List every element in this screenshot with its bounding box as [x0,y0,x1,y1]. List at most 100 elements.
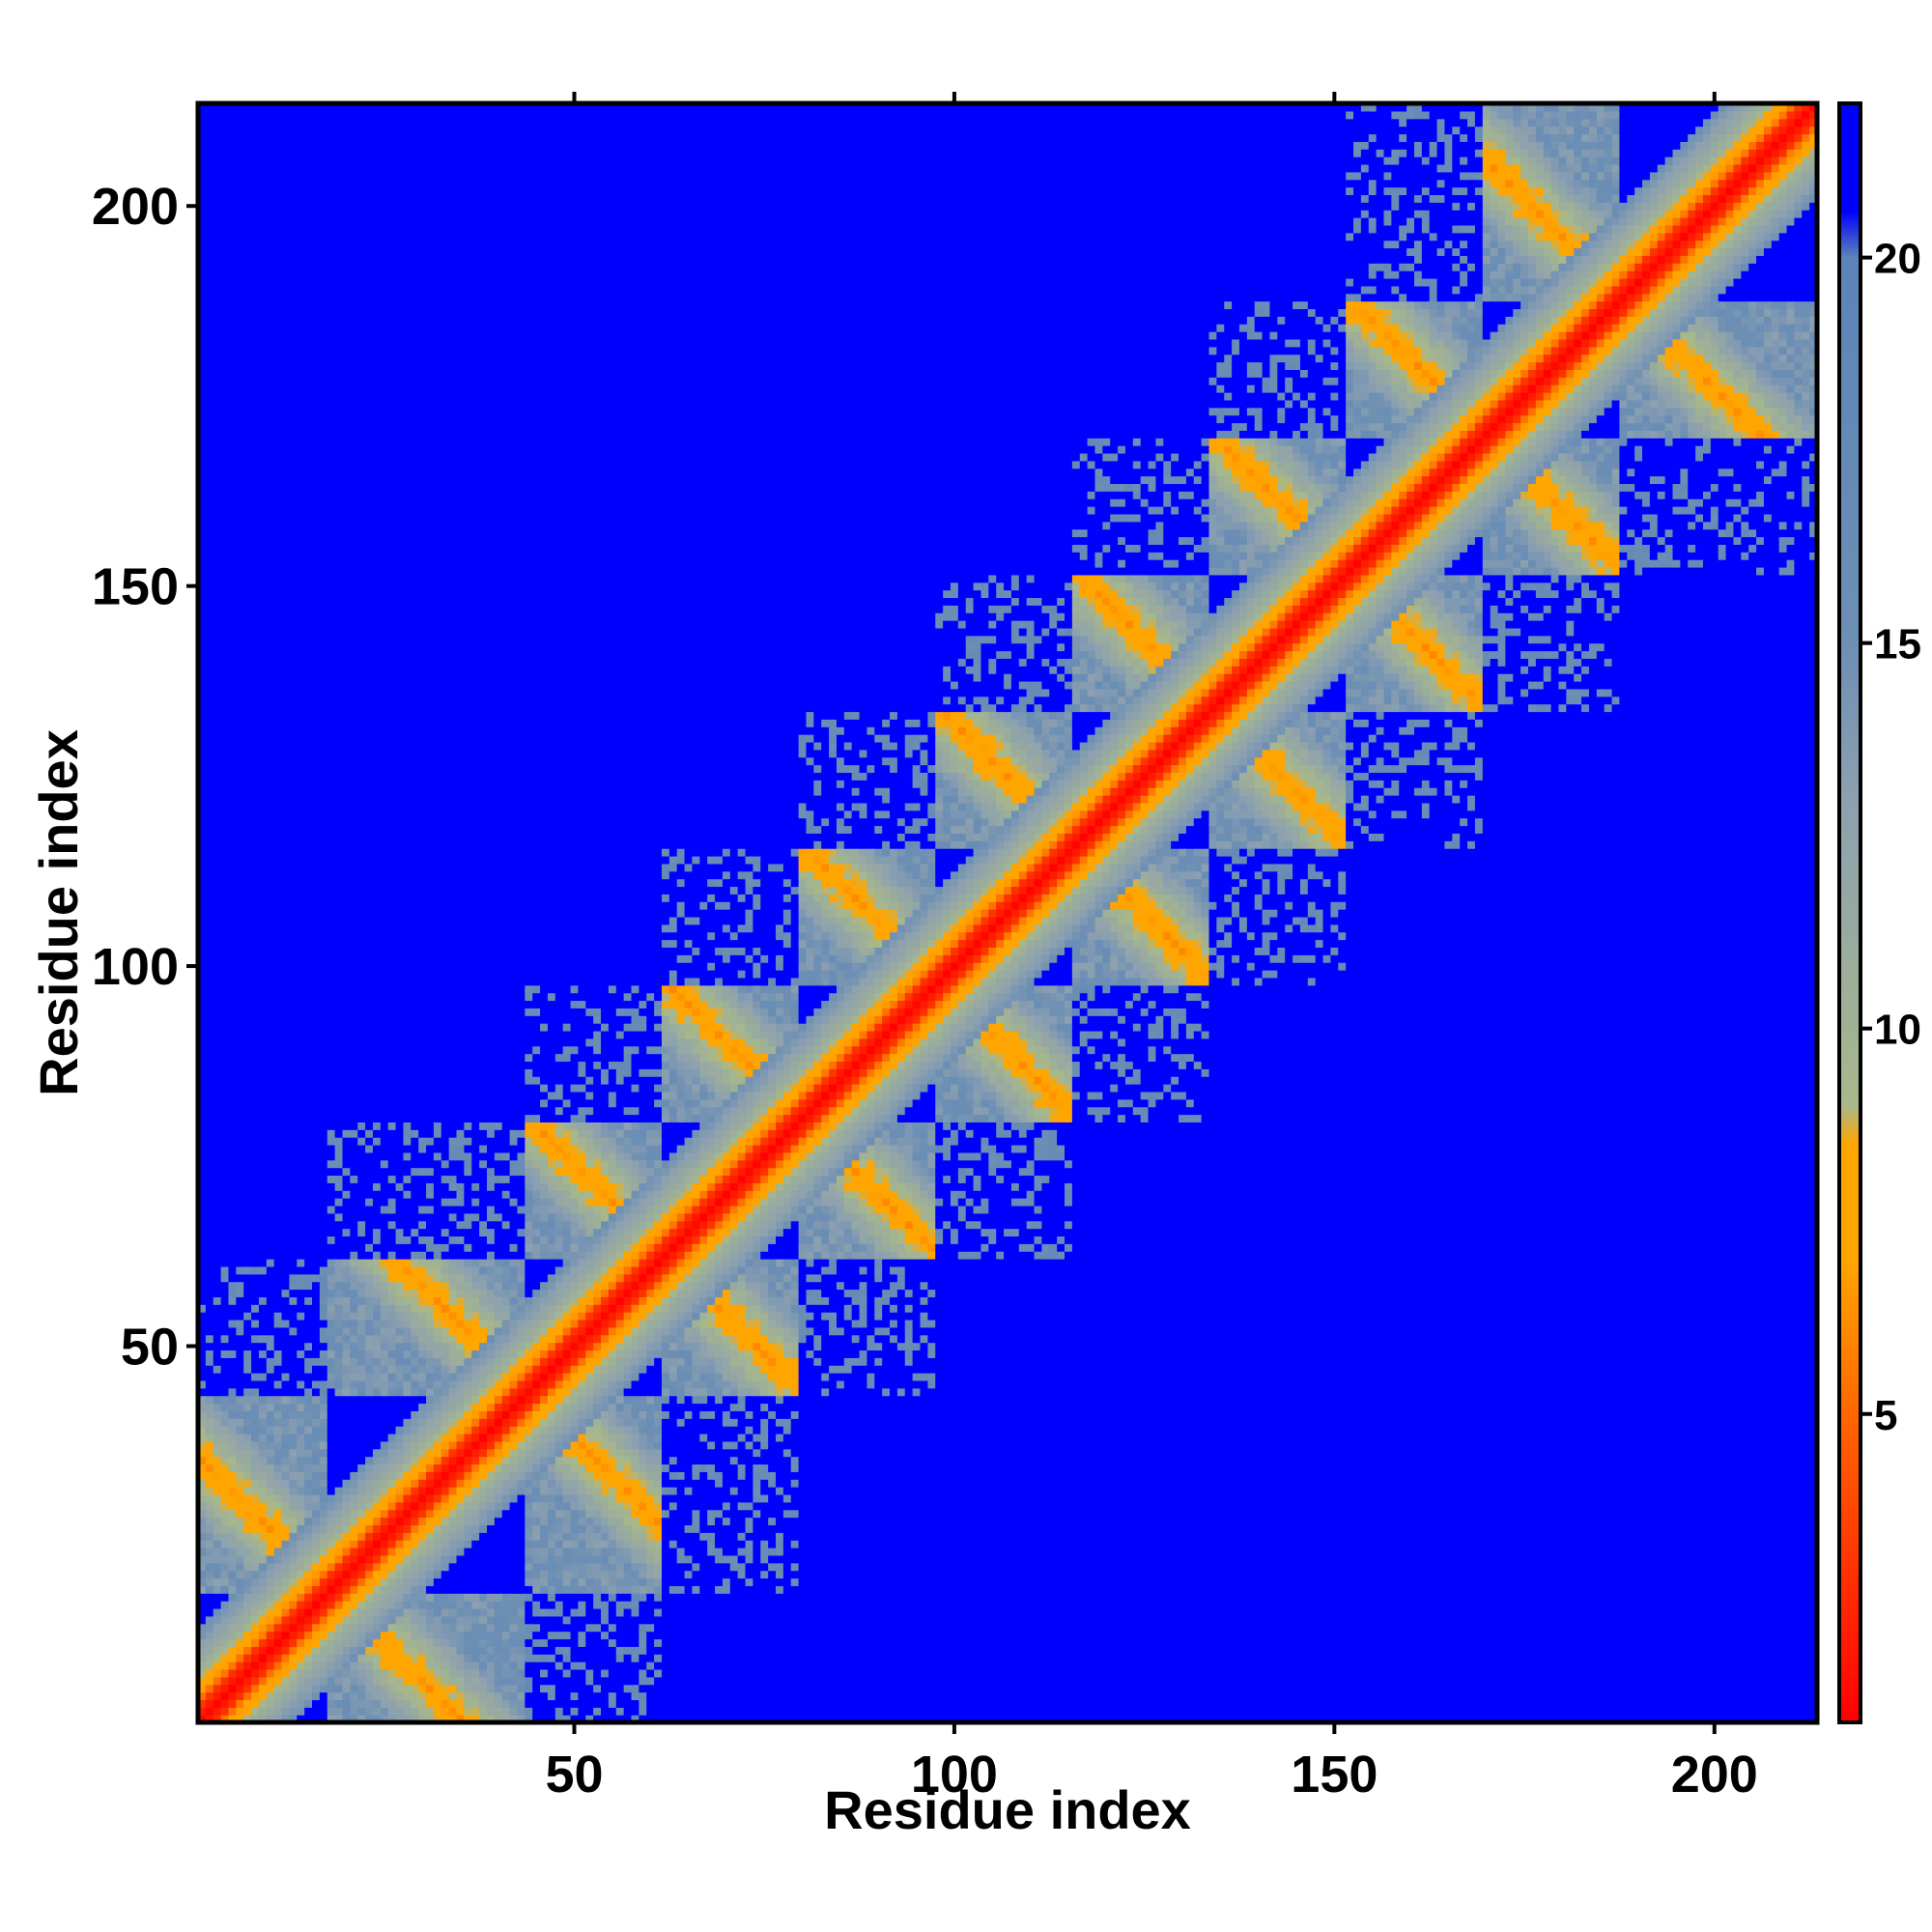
heatmap-cell [266,756,275,766]
heatmap-cell [266,126,275,135]
heatmap-cell [297,886,305,895]
heatmap-cell [281,1509,291,1519]
heatmap-cell [365,1691,374,1700]
heatmap-cell [213,1319,222,1328]
heatmap-cell [350,126,358,135]
heatmap-cell [258,574,268,583]
heatmap-cell [357,217,366,226]
heatmap-cell [281,1167,291,1177]
heatmap-cell [365,308,374,317]
heatmap-cell [289,445,298,454]
heatmap-cell [243,247,252,256]
heatmap-cell [220,734,230,743]
heatmap-cell [297,802,305,811]
heatmap-cell [342,1493,351,1503]
heatmap-cell [213,1212,222,1222]
heatmap-cell [213,939,222,949]
heatmap-cell [365,1662,374,1670]
heatmap-cell [243,764,252,774]
heatmap-cell [243,894,252,902]
heatmap-cell [273,620,283,629]
heatmap-cell [334,1654,344,1662]
heatmap-cell [357,734,366,743]
heatmap-cell [228,544,237,553]
heatmap-cell [350,916,358,925]
heatmap-cell [289,186,298,196]
heatmap-cell [289,734,298,743]
heatmap-cell [258,1212,268,1222]
heatmap-cell [350,255,358,264]
heatmap-cell [319,635,328,644]
heatmap-cell [342,688,351,697]
heatmap-cell [327,217,336,226]
heatmap-cell [213,559,222,568]
heatmap-cell [327,977,336,986]
heatmap-cell [289,536,298,545]
heatmap-cell [281,149,291,157]
heatmap-cell [213,673,222,682]
heatmap-cell [327,536,336,545]
heatmap-cell [243,186,252,196]
heatmap-cell [220,1334,230,1344]
heatmap-cell [365,764,374,774]
heatmap-cell [334,1471,344,1480]
heatmap-cell [213,361,222,370]
heatmap-cell [350,506,358,515]
heatmap-cell [243,1691,252,1700]
heatmap-cell [281,1220,291,1230]
heatmap-cell [334,103,344,112]
heatmap-cell [266,954,275,963]
heatmap-cell [304,338,313,348]
heatmap-cell [243,589,252,599]
heatmap-cell [251,133,260,142]
heatmap-cell [266,1084,275,1093]
heatmap-cell [273,156,283,165]
heatmap-cell [266,992,275,1002]
heatmap-cell [251,1570,260,1579]
heatmap-cell [198,863,207,872]
heatmap-cell [350,163,358,173]
heatmap-cell [251,399,260,409]
heatmap-cell [198,430,207,439]
heatmap-cell [289,1008,298,1016]
heatmap-cell [289,886,298,895]
heatmap-cell [334,407,344,416]
heatmap-cell [297,642,305,652]
heatmap-cell [350,1631,358,1640]
heatmap-cell [243,1615,252,1625]
heatmap-cell [213,1030,222,1039]
heatmap-cell [281,1296,291,1305]
heatmap-cell [297,110,305,120]
heatmap-cell [289,817,298,827]
heatmap-cell [289,1403,298,1411]
heatmap-cell [327,1517,336,1526]
heatmap-cell [342,559,351,568]
heatmap-cell [251,627,260,637]
heatmap-cell [281,369,291,378]
heatmap-cell [357,939,366,949]
heatmap-cell [251,1532,260,1541]
heatmap-cell [365,1251,374,1260]
heatmap-cell [350,293,358,302]
heatmap-cell [273,1114,283,1122]
heatmap-cell [281,1524,291,1533]
heatmap-cell [273,1167,283,1177]
heatmap-cell [251,1273,260,1283]
heatmap-cell [273,1251,283,1260]
heatmap-cell [198,285,207,295]
heatmap-cell [198,392,207,401]
heatmap-cell [319,163,328,173]
heatmap-cell [258,1342,268,1351]
heatmap-cell [357,780,366,788]
heatmap-cell [243,1517,252,1526]
heatmap-cell [334,1577,344,1586]
heatmap-cell [312,1662,321,1670]
heatmap-cell [236,1577,244,1586]
heatmap-cell [198,612,207,621]
heatmap-cell [289,438,298,446]
heatmap-cell [251,255,260,264]
heatmap-cell [357,741,366,751]
heatmap-cell [236,491,244,499]
heatmap-cell [220,277,230,287]
heatmap-cell [312,1471,321,1480]
